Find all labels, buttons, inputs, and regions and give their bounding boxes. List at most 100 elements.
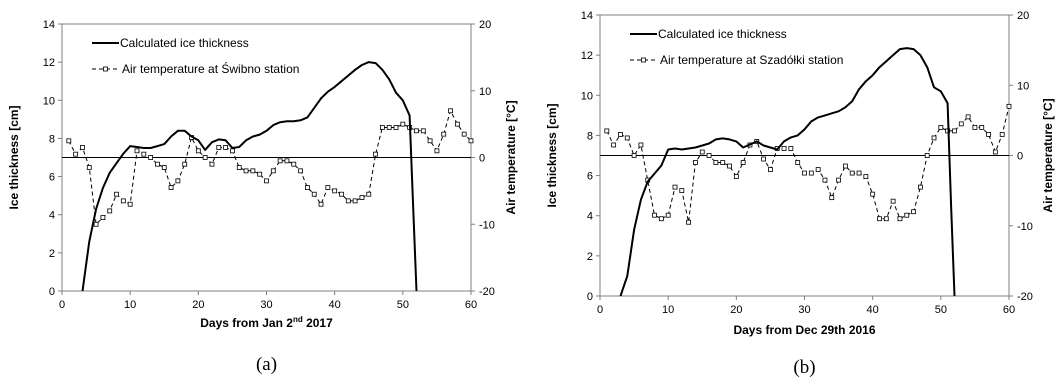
legend-label-ice-thickness: Calculated ice thickness <box>120 36 249 50</box>
air-temperature-point <box>802 170 807 176</box>
air-temperature-point <box>311 191 317 197</box>
air-temperature-point <box>120 198 126 204</box>
y-tick-label: 8 <box>587 130 593 142</box>
x-axis-ticks: 0 10 20 30 40 50 60 <box>597 296 1015 316</box>
ice-thickness-line <box>619 47 956 297</box>
air-temperature-point <box>999 132 1005 137</box>
air-temperature-point <box>870 191 876 197</box>
air-temperature-point <box>332 188 338 194</box>
air-temperature-point <box>768 167 773 172</box>
air-temperature-point <box>66 138 72 144</box>
air-temperature-point <box>611 142 617 148</box>
air-temperature-series <box>66 108 474 227</box>
air-temperature-point <box>291 161 297 167</box>
y-axis-label: Ice thickness [cm] <box>7 105 21 209</box>
air-temperature-point <box>631 153 637 158</box>
y-tick-label: 12 <box>581 50 593 62</box>
y-tick-label: 0 <box>587 291 593 303</box>
air-temperature-point <box>393 125 399 130</box>
air-temperature-point <box>243 168 249 174</box>
air-temperature-point <box>257 171 263 177</box>
legend-temperature-marker <box>641 57 646 63</box>
x-axis-label: Days from Dec 29th 2016 <box>733 323 875 337</box>
air-temperature-point <box>822 177 828 183</box>
panel-label: (b) <box>793 357 815 378</box>
panel-label: (a) <box>256 354 277 375</box>
x-tick-label: 30 <box>798 304 810 316</box>
air-temperature-point <box>965 114 971 120</box>
ice-thickness-line <box>81 61 418 292</box>
air-temperature-point <box>849 170 855 176</box>
y-tick-label: 6 <box>587 171 593 183</box>
air-temperature-point <box>107 208 113 214</box>
air-temperature-point <box>693 160 698 165</box>
air-temperature-point <box>938 125 944 130</box>
air-temperature-point <box>161 165 167 170</box>
air-temperature-point <box>652 212 657 218</box>
x-axis-ticks: 0 10 20 30 40 50 60 <box>59 291 477 311</box>
air-temperature-point <box>761 156 766 162</box>
chart-panel-b: 0 2 4 6 8 10 12 14 -20 -10 0 10 20 0 10 20 30 40 50 60 Ca… <box>545 10 1055 378</box>
air-temperature-point <box>86 165 92 170</box>
air-temperature-point <box>815 167 821 172</box>
y-tick-label: 10 <box>43 95 55 107</box>
y-tick-label: 14 <box>581 10 593 22</box>
left-axis-ticks: 0 2 4 6 8 10 12 14 <box>581 10 600 303</box>
air-temperature-point <box>638 142 644 148</box>
y-tick-label: 14 <box>43 19 55 31</box>
air-temperature-point <box>134 148 140 154</box>
air-temperature-point <box>897 216 903 222</box>
air-temperature-point <box>795 160 801 165</box>
air-temperature-point <box>883 216 889 222</box>
legend: Calculated ice thickness Air temperature… <box>92 36 299 76</box>
air-temperature-point <box>665 212 671 218</box>
air-temperature-point <box>264 178 269 184</box>
x-tick-label: 30 <box>260 299 272 311</box>
x-tick-label: 60 <box>1003 304 1015 316</box>
legend-temperature-marker <box>103 66 108 72</box>
air-temperature-point <box>952 128 957 134</box>
air-temperature-point <box>230 148 235 154</box>
air-temperature-point <box>917 184 923 190</box>
y2-tick-label: 20 <box>1017 10 1029 22</box>
air-temperature-point <box>420 128 426 134</box>
air-temperature-point <box>400 121 406 127</box>
air-temperature-point <box>733 174 739 179</box>
legend-label-air-temperature: Air temperature at Świbno station <box>122 61 299 76</box>
x-axis-label-main: Days from Dec 29th 2016 <box>733 323 875 337</box>
air-temperature-point <box>250 168 256 174</box>
y-tick-label: 2 <box>49 248 55 260</box>
y-tick-label: 12 <box>43 57 55 69</box>
air-temperature-point <box>958 121 964 127</box>
y2-axis-label: Air temperature [°C] <box>1041 98 1055 212</box>
x-tick-label: 0 <box>597 304 603 316</box>
air-temperature-point <box>168 185 174 190</box>
y-tick-label: 0 <box>49 286 55 298</box>
air-temperature-point <box>658 216 664 222</box>
air-temperature-point <box>924 153 930 158</box>
air-temperature-point <box>277 158 283 164</box>
air-temperature-point <box>434 148 440 154</box>
air-temperature-point <box>911 209 916 215</box>
ice-thickness-series <box>619 47 956 297</box>
x-axis-label-main: Days from Jan 2 <box>200 316 293 330</box>
air-temperature-point <box>672 184 678 190</box>
air-temperature-point <box>781 146 787 151</box>
x-axis-label-tail: 2017 <box>303 316 333 330</box>
air-temperature-point <box>100 215 106 220</box>
air-temperature-point <box>195 148 201 154</box>
air-temperature-point <box>979 125 985 130</box>
air-temperature-point <box>788 146 794 151</box>
left-axis-ticks: 0 2 4 6 8 10 12 14 <box>43 19 62 298</box>
air-temperature-point <box>713 160 719 165</box>
air-temperature-point <box>182 161 188 167</box>
x-tick-label: 60 <box>465 299 477 311</box>
air-temperature-point <box>141 151 147 157</box>
air-temperature-point <box>441 131 447 137</box>
legend-label-air-temperature: Air temperature at Szadółki station <box>660 53 843 67</box>
y-axis-label: Ice thickness [cm] <box>545 103 559 207</box>
legend-temperature-swatch <box>92 66 119 72</box>
y2-tick-label: 10 <box>1017 80 1029 92</box>
air-temperature-point <box>904 212 910 218</box>
legend-label-ice-thickness: Calculated ice thickness <box>658 27 787 41</box>
